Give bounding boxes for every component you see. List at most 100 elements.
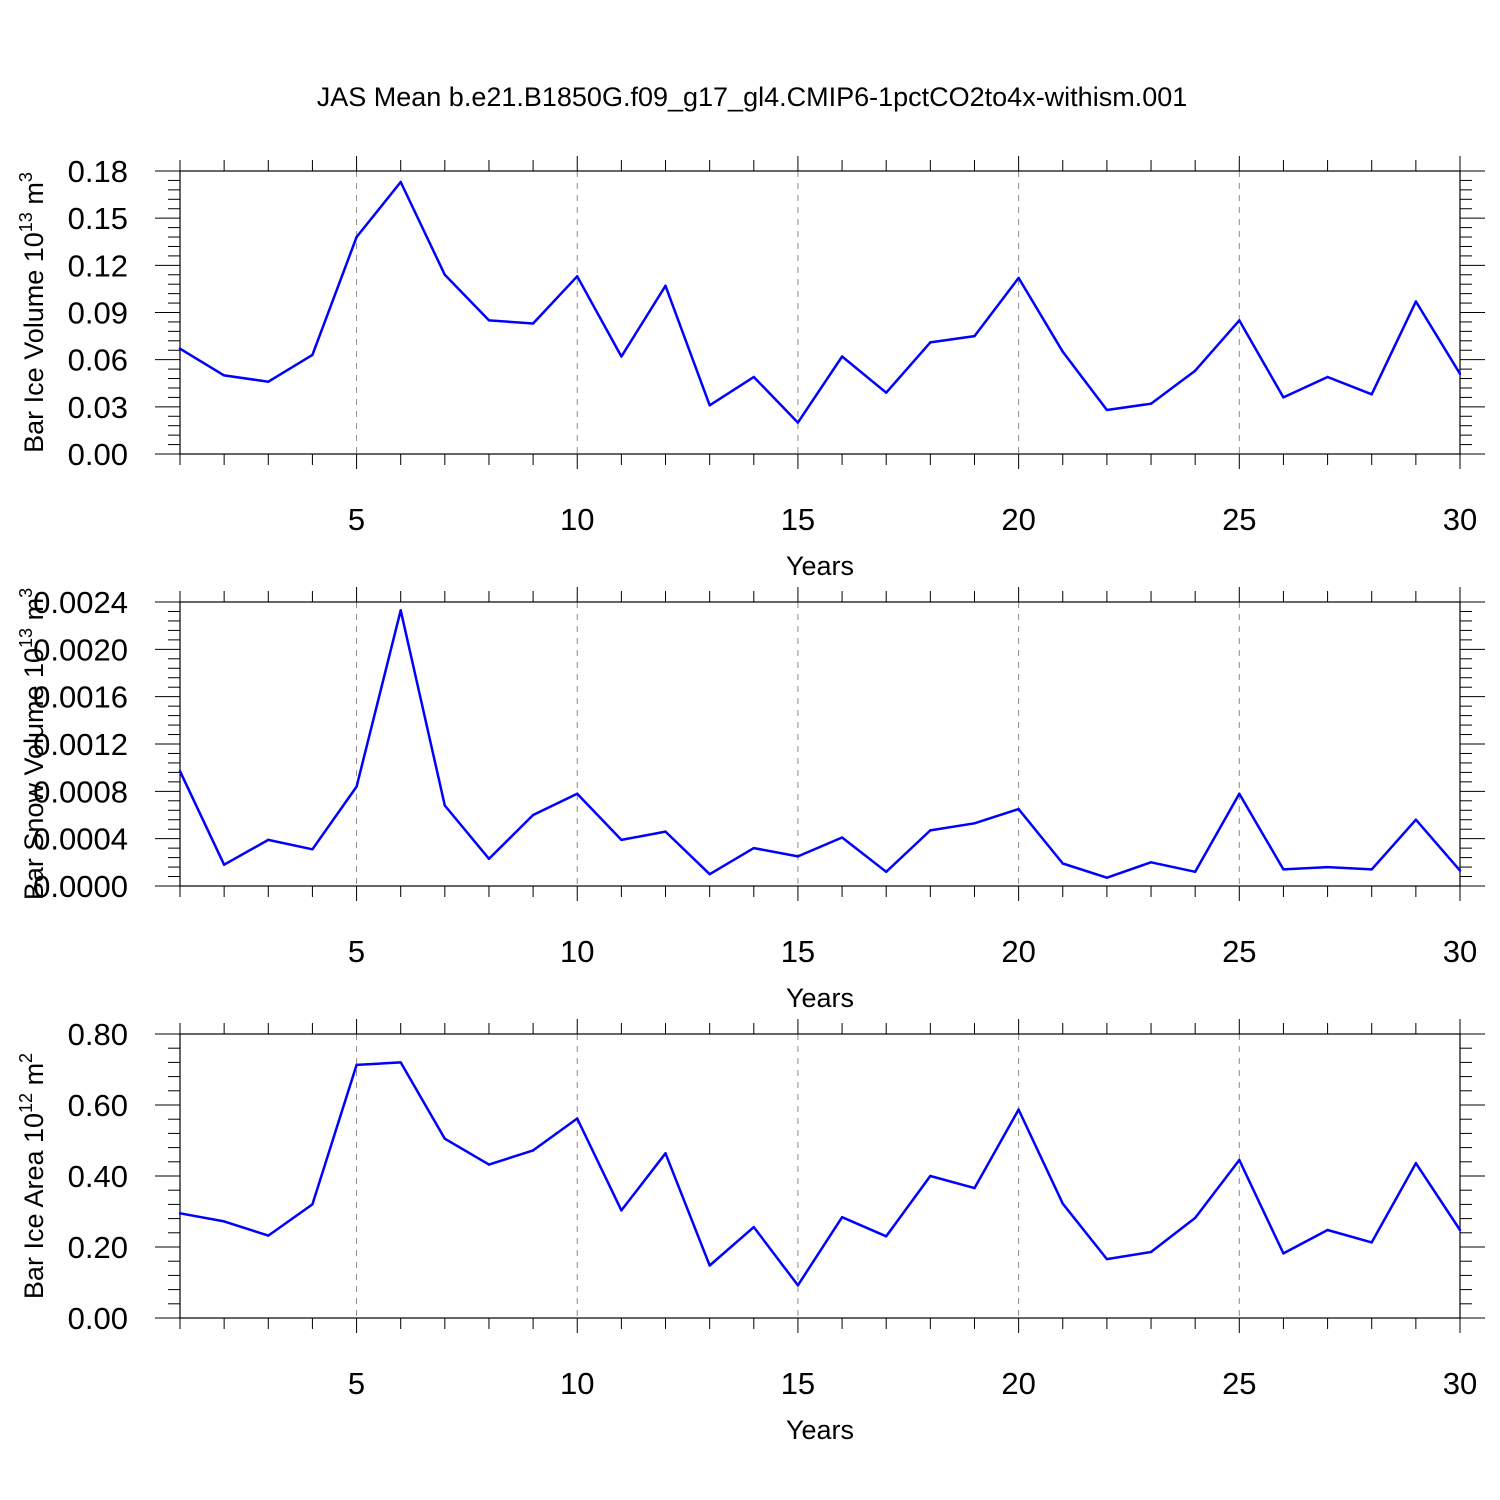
data-point xyxy=(487,1163,491,1166)
data-point xyxy=(1414,1162,1418,1165)
x-tick-label: 15 xyxy=(781,1366,815,1401)
x-tick-label: 15 xyxy=(781,934,815,969)
x-tick-label: 25 xyxy=(1222,1366,1256,1401)
data-point xyxy=(355,1063,358,1067)
data-point xyxy=(222,863,226,866)
y-tick-label: 0.0004 xyxy=(33,822,128,857)
data-point xyxy=(752,375,755,379)
data-point xyxy=(1061,1202,1064,1205)
y-tick-label: 0.0020 xyxy=(33,632,128,667)
x-tick-label: 15 xyxy=(781,502,815,537)
data-point xyxy=(311,353,314,357)
data-point xyxy=(620,838,623,842)
x-tick-label: 5 xyxy=(348,1366,365,1401)
data-point xyxy=(311,1203,314,1206)
series-line xyxy=(179,1061,1462,1287)
x-axis-label: Years xyxy=(786,983,854,1013)
plot-frame xyxy=(179,170,1461,455)
y-tick-label: 0.0016 xyxy=(33,680,128,715)
data-point xyxy=(531,322,535,325)
data-point xyxy=(796,855,800,858)
data-point xyxy=(1105,408,1109,412)
data-point xyxy=(929,1174,932,1178)
data-point xyxy=(1282,396,1285,399)
y-tick-label: 0.12 xyxy=(68,248,128,283)
data-point xyxy=(267,1234,270,1237)
y-tick-label: 0.0024 xyxy=(33,585,128,620)
y-tick-label: 0.0000 xyxy=(33,869,128,904)
data-point xyxy=(708,404,711,407)
data-point xyxy=(1238,319,1241,322)
series-line xyxy=(178,609,1461,879)
data-point xyxy=(1282,1252,1285,1255)
data-point xyxy=(1326,1228,1329,1232)
data-point xyxy=(311,848,314,851)
data-point xyxy=(1238,792,1241,795)
data-point xyxy=(885,870,888,873)
x-tick-label: 10 xyxy=(560,502,594,537)
data-point xyxy=(664,284,667,287)
data-point xyxy=(1414,300,1418,303)
data-point xyxy=(443,273,447,276)
data-point xyxy=(1458,372,1462,376)
data-point xyxy=(1017,276,1020,280)
data-point xyxy=(973,822,976,825)
data-point xyxy=(1370,1241,1373,1244)
y-axis-label: Bar Ice Area 1012 m2 xyxy=(16,1053,49,1299)
data-point xyxy=(664,830,667,833)
data-point xyxy=(840,355,844,358)
y-tick-label: 0.15 xyxy=(68,201,128,236)
data-point xyxy=(1326,865,1329,869)
data-point xyxy=(840,836,844,839)
x-tick-label: 30 xyxy=(1443,502,1477,537)
data-point xyxy=(1370,868,1373,871)
data-point xyxy=(1017,1108,1020,1111)
data-point xyxy=(355,785,358,788)
y-tick-label: 0.00 xyxy=(68,1301,128,1336)
y-tick-label: 0.00 xyxy=(68,437,128,472)
data-point xyxy=(752,846,755,850)
data-point xyxy=(531,813,535,817)
data-point xyxy=(885,1235,888,1238)
series-line xyxy=(179,180,1462,424)
data-point xyxy=(1458,1228,1462,1232)
data-point xyxy=(1238,1158,1241,1162)
x-tick-label: 20 xyxy=(1001,934,1035,969)
y-tick-label: 0.03 xyxy=(68,390,128,425)
data-point xyxy=(576,275,579,278)
y-axis-label: Bar Snow Volume 1013 m3 xyxy=(16,588,49,900)
data-point xyxy=(708,1264,711,1267)
y-tick-label: 0.0008 xyxy=(33,774,128,809)
data-point xyxy=(752,1225,755,1229)
data-point xyxy=(576,1117,579,1120)
data-point xyxy=(1105,1257,1109,1261)
y-tick-label: 0.20 xyxy=(68,1230,128,1265)
y-tick-label: 0.60 xyxy=(68,1088,128,1123)
data-point xyxy=(1326,375,1329,379)
data-point xyxy=(620,1209,623,1212)
data-point xyxy=(1458,869,1462,872)
x-tick-label: 5 xyxy=(348,934,365,969)
y-tick-label: 0.06 xyxy=(68,343,128,378)
data-point xyxy=(531,1149,535,1152)
data-point xyxy=(1017,807,1020,811)
x-tick-label: 5 xyxy=(348,502,365,537)
data-point xyxy=(178,770,182,773)
data-point xyxy=(664,1152,667,1155)
data-point xyxy=(222,1220,226,1223)
x-axis-label: Years xyxy=(786,551,854,581)
panel-ice-area: 0.00 0.20 0.40 0.60 0.80 5 10 15 20 25 30 Years Bar … xyxy=(16,1017,1485,1445)
data-point xyxy=(1193,369,1197,372)
x-tick-label: 20 xyxy=(1001,502,1035,537)
data-point xyxy=(355,235,358,239)
data-point xyxy=(576,792,579,795)
x-tick-label: 25 xyxy=(1222,502,1256,537)
data-point xyxy=(1193,870,1197,873)
data-point xyxy=(222,374,226,377)
data-point xyxy=(267,380,270,383)
data-point xyxy=(487,319,491,322)
data-point xyxy=(443,1137,447,1140)
x-tick-label: 20 xyxy=(1001,1366,1035,1401)
data-point xyxy=(1149,402,1153,405)
